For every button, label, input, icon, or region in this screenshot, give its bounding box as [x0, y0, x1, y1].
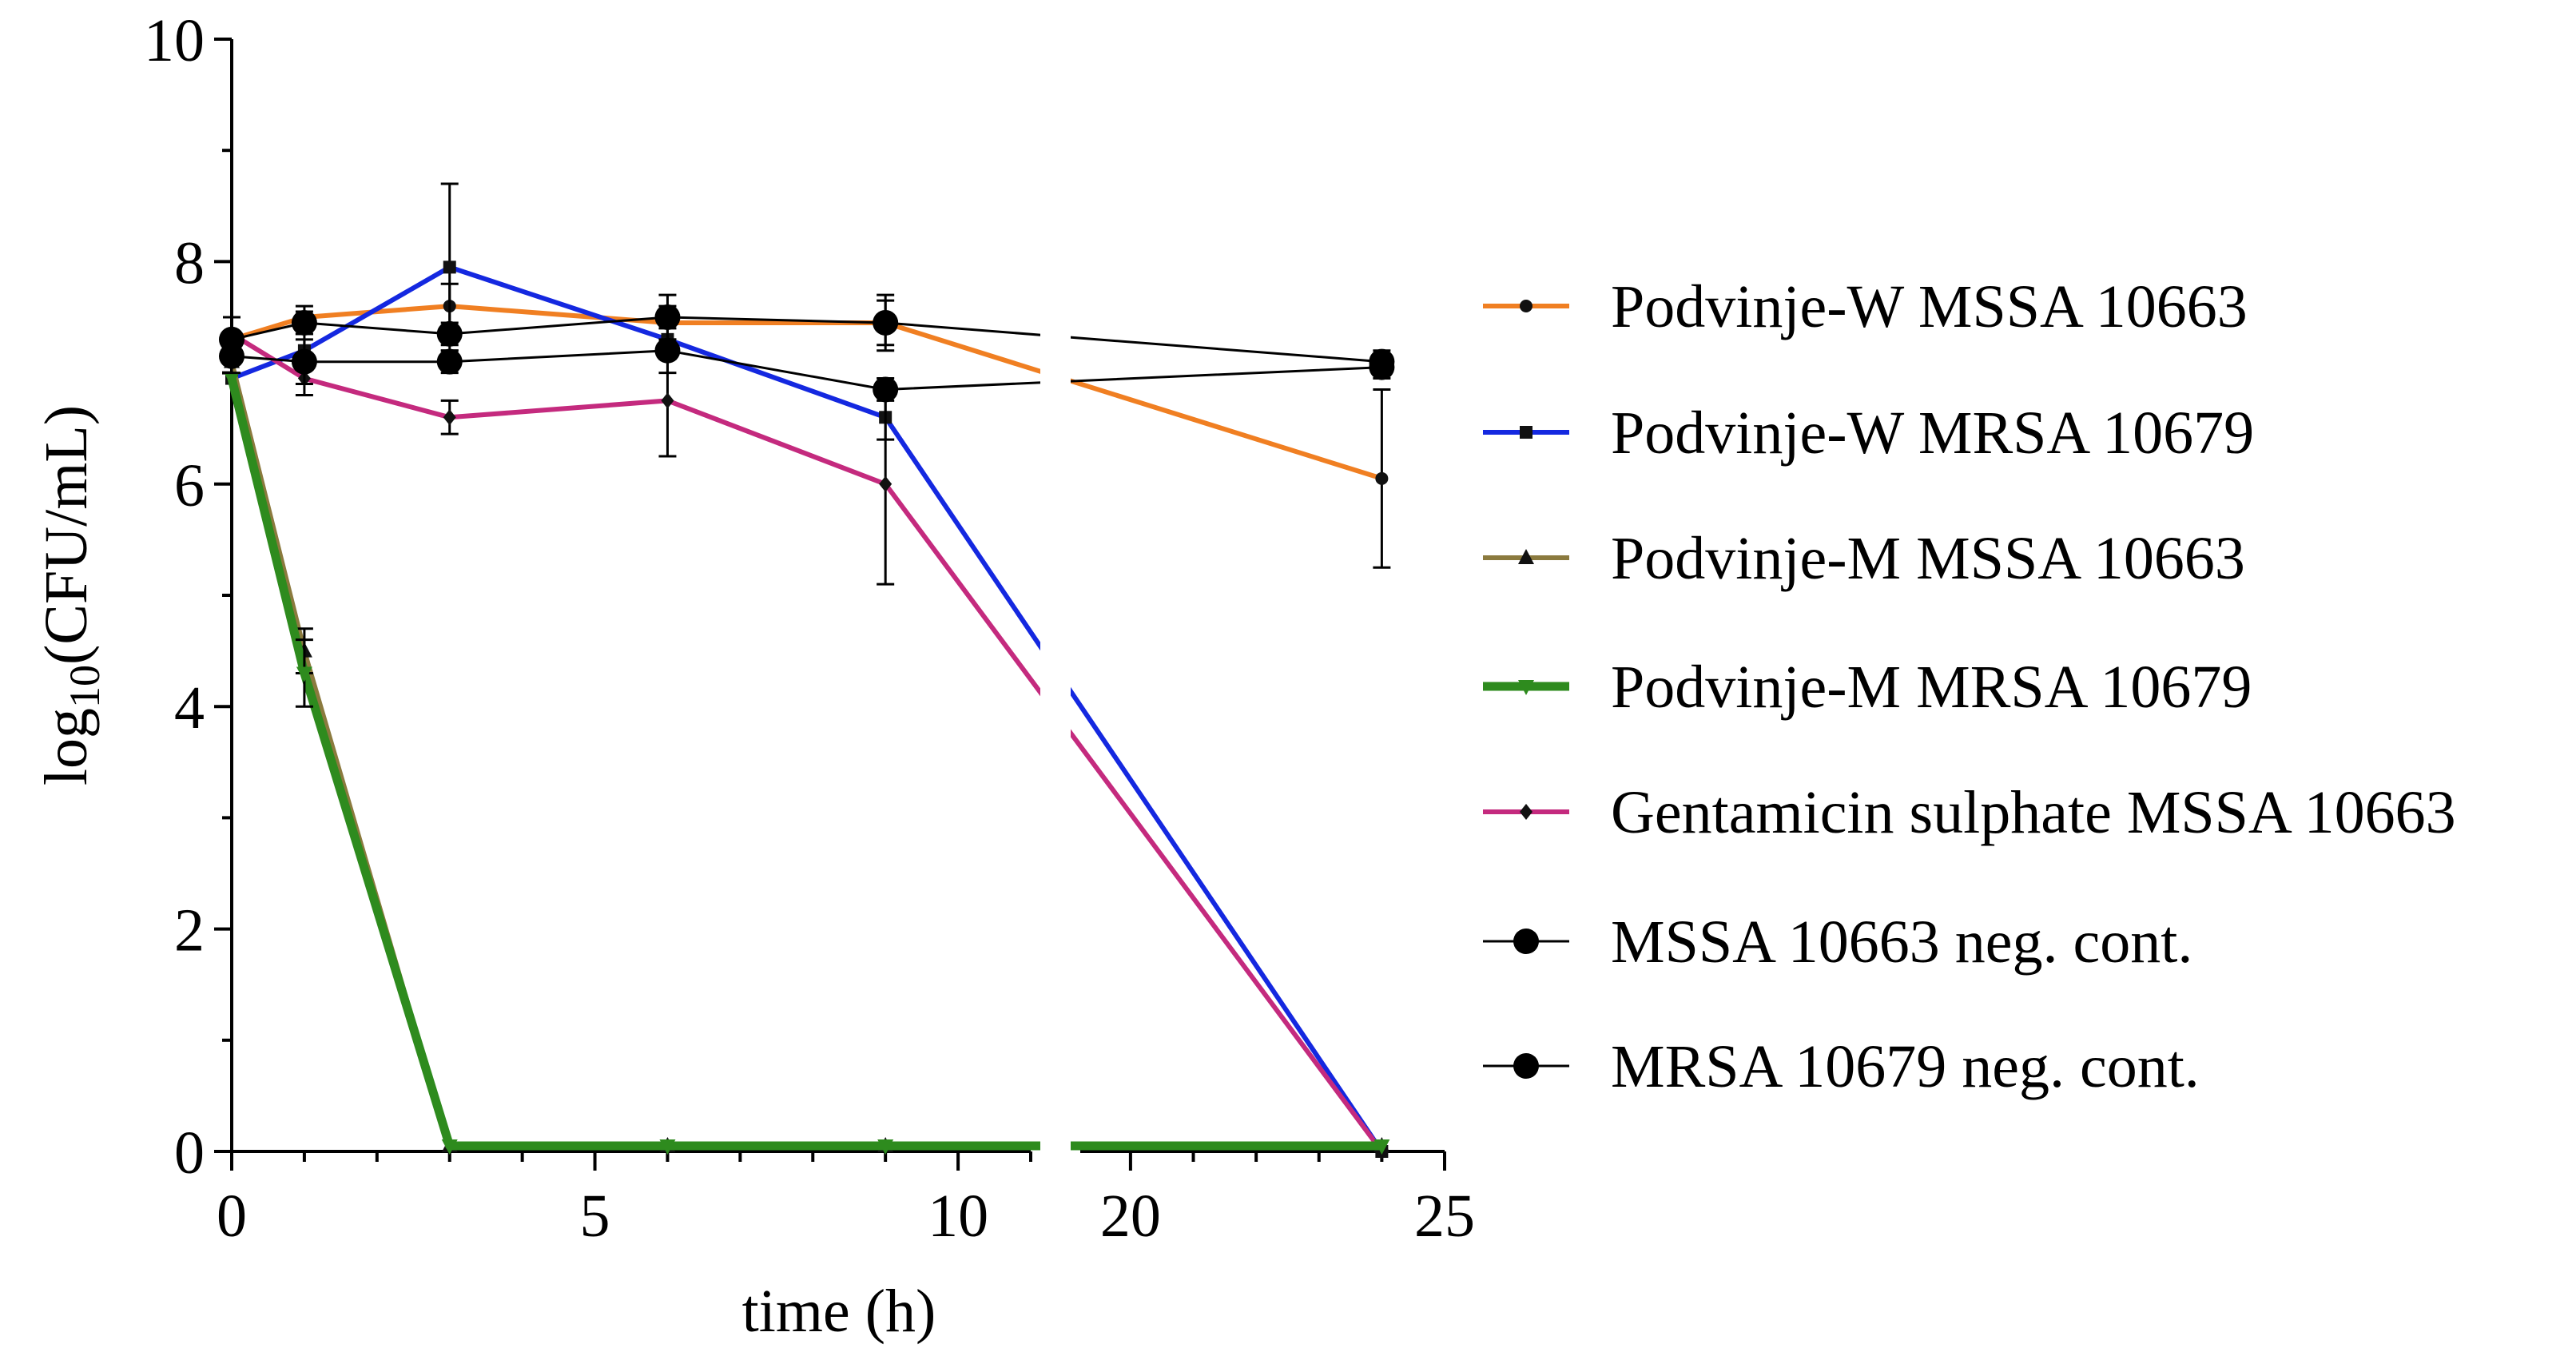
axis-break	[1040, 0, 1071, 1175]
data-point	[1369, 354, 1395, 380]
legend: Podvinje-W MSSA 10663 Podvinje-W MRSA 106…	[1483, 273, 2456, 1100]
series-layer	[219, 182, 1395, 1159]
legend-label: Podvinje-W MRSA 10679	[1611, 400, 2254, 467]
series-line	[230, 332, 1384, 1153]
data-point	[1513, 929, 1539, 954]
series-5	[225, 325, 1389, 1159]
data-point	[877, 1139, 894, 1155]
data-point	[654, 337, 681, 364]
series-line	[231, 349, 1382, 391]
legend-item: Podvinje-W MRSA 10679	[1483, 400, 2254, 467]
data-point	[1513, 1053, 1539, 1079]
x-tick-label: 25	[1414, 1183, 1475, 1250]
data-point	[873, 376, 899, 403]
legend-label: MSSA 10663 neg. cont.	[1611, 909, 2192, 976]
data-point	[443, 260, 456, 274]
data-point	[1520, 426, 1532, 439]
data-point	[1518, 680, 1534, 695]
legend-label: MRSA 10679 neg. cont.	[1611, 1033, 2200, 1100]
legend-item: Podvinje-W MSSA 10663	[1483, 273, 2248, 340]
data-point	[1520, 300, 1532, 312]
legend-item: Podvinje-M MSSA 10663	[1483, 525, 2245, 592]
legend-item: MSSA 10663 neg. cont.	[1483, 909, 2192, 976]
y-tick-label: 0	[174, 1119, 205, 1187]
data-point	[659, 1139, 676, 1155]
y-tick-label: 10	[144, 7, 205, 74]
series-3	[224, 352, 1390, 1153]
series-1	[225, 282, 1391, 569]
x-tick-label: 0	[217, 1183, 247, 1250]
x-tick-label: 10	[928, 1183, 988, 1250]
y-axis-title: log10(CFU/mL)	[33, 405, 109, 785]
data-point	[873, 309, 899, 336]
data-point	[219, 343, 244, 369]
data-point	[1373, 1139, 1390, 1155]
y-tick-label: 2	[174, 897, 205, 964]
data-point	[443, 409, 456, 426]
y-tick-label: 4	[174, 674, 205, 742]
series-line	[227, 377, 1382, 1151]
x-axis-title: time (h)	[742, 1278, 936, 1345]
legend-label: Gentamicin sulphate MSSA 10663	[1611, 779, 2456, 846]
data-point	[436, 320, 463, 347]
data-point	[291, 309, 317, 336]
legend-label: Podvinje-W MSSA 10663	[1611, 273, 2248, 340]
axes: 0 2 4 6 8 10 0 5 10 20 25	[144, 7, 1475, 1250]
data-point	[296, 666, 312, 682]
data-point	[1520, 804, 1532, 820]
data-point	[441, 1139, 458, 1155]
legend-item: MRSA 10679 neg. cont.	[1483, 1033, 2200, 1100]
series-4	[224, 372, 1390, 1155]
data-point	[291, 348, 317, 375]
axis-labels: time (h) log10(CFU/mL)	[33, 405, 936, 1345]
legend-item: Gentamicin sulphate MSSA 10663	[1483, 779, 2456, 846]
legend-label: Podvinje-M MSSA 10663	[1611, 525, 2245, 592]
legend-item: Podvinje-M MRSA 10679	[1483, 654, 2252, 721]
legend-label: Podvinje-M MRSA 10679	[1611, 654, 2252, 721]
y-tick-label: 6	[174, 452, 205, 519]
x-tick-label: 5	[580, 1183, 610, 1250]
y-tick-label: 8	[174, 229, 205, 296]
data-point	[654, 304, 681, 330]
data-point	[661, 392, 674, 409]
data-point	[436, 348, 463, 375]
series-line	[229, 360, 1382, 1148]
x-tick-label: 20	[1100, 1183, 1161, 1250]
axis-break-gap	[1040, 0, 1071, 1175]
data-point	[1375, 471, 1389, 485]
series-7	[219, 327, 1395, 403]
data-point	[879, 475, 892, 492]
data-point	[1518, 549, 1534, 564]
data-point	[224, 372, 240, 388]
series-line	[230, 264, 1384, 1153]
